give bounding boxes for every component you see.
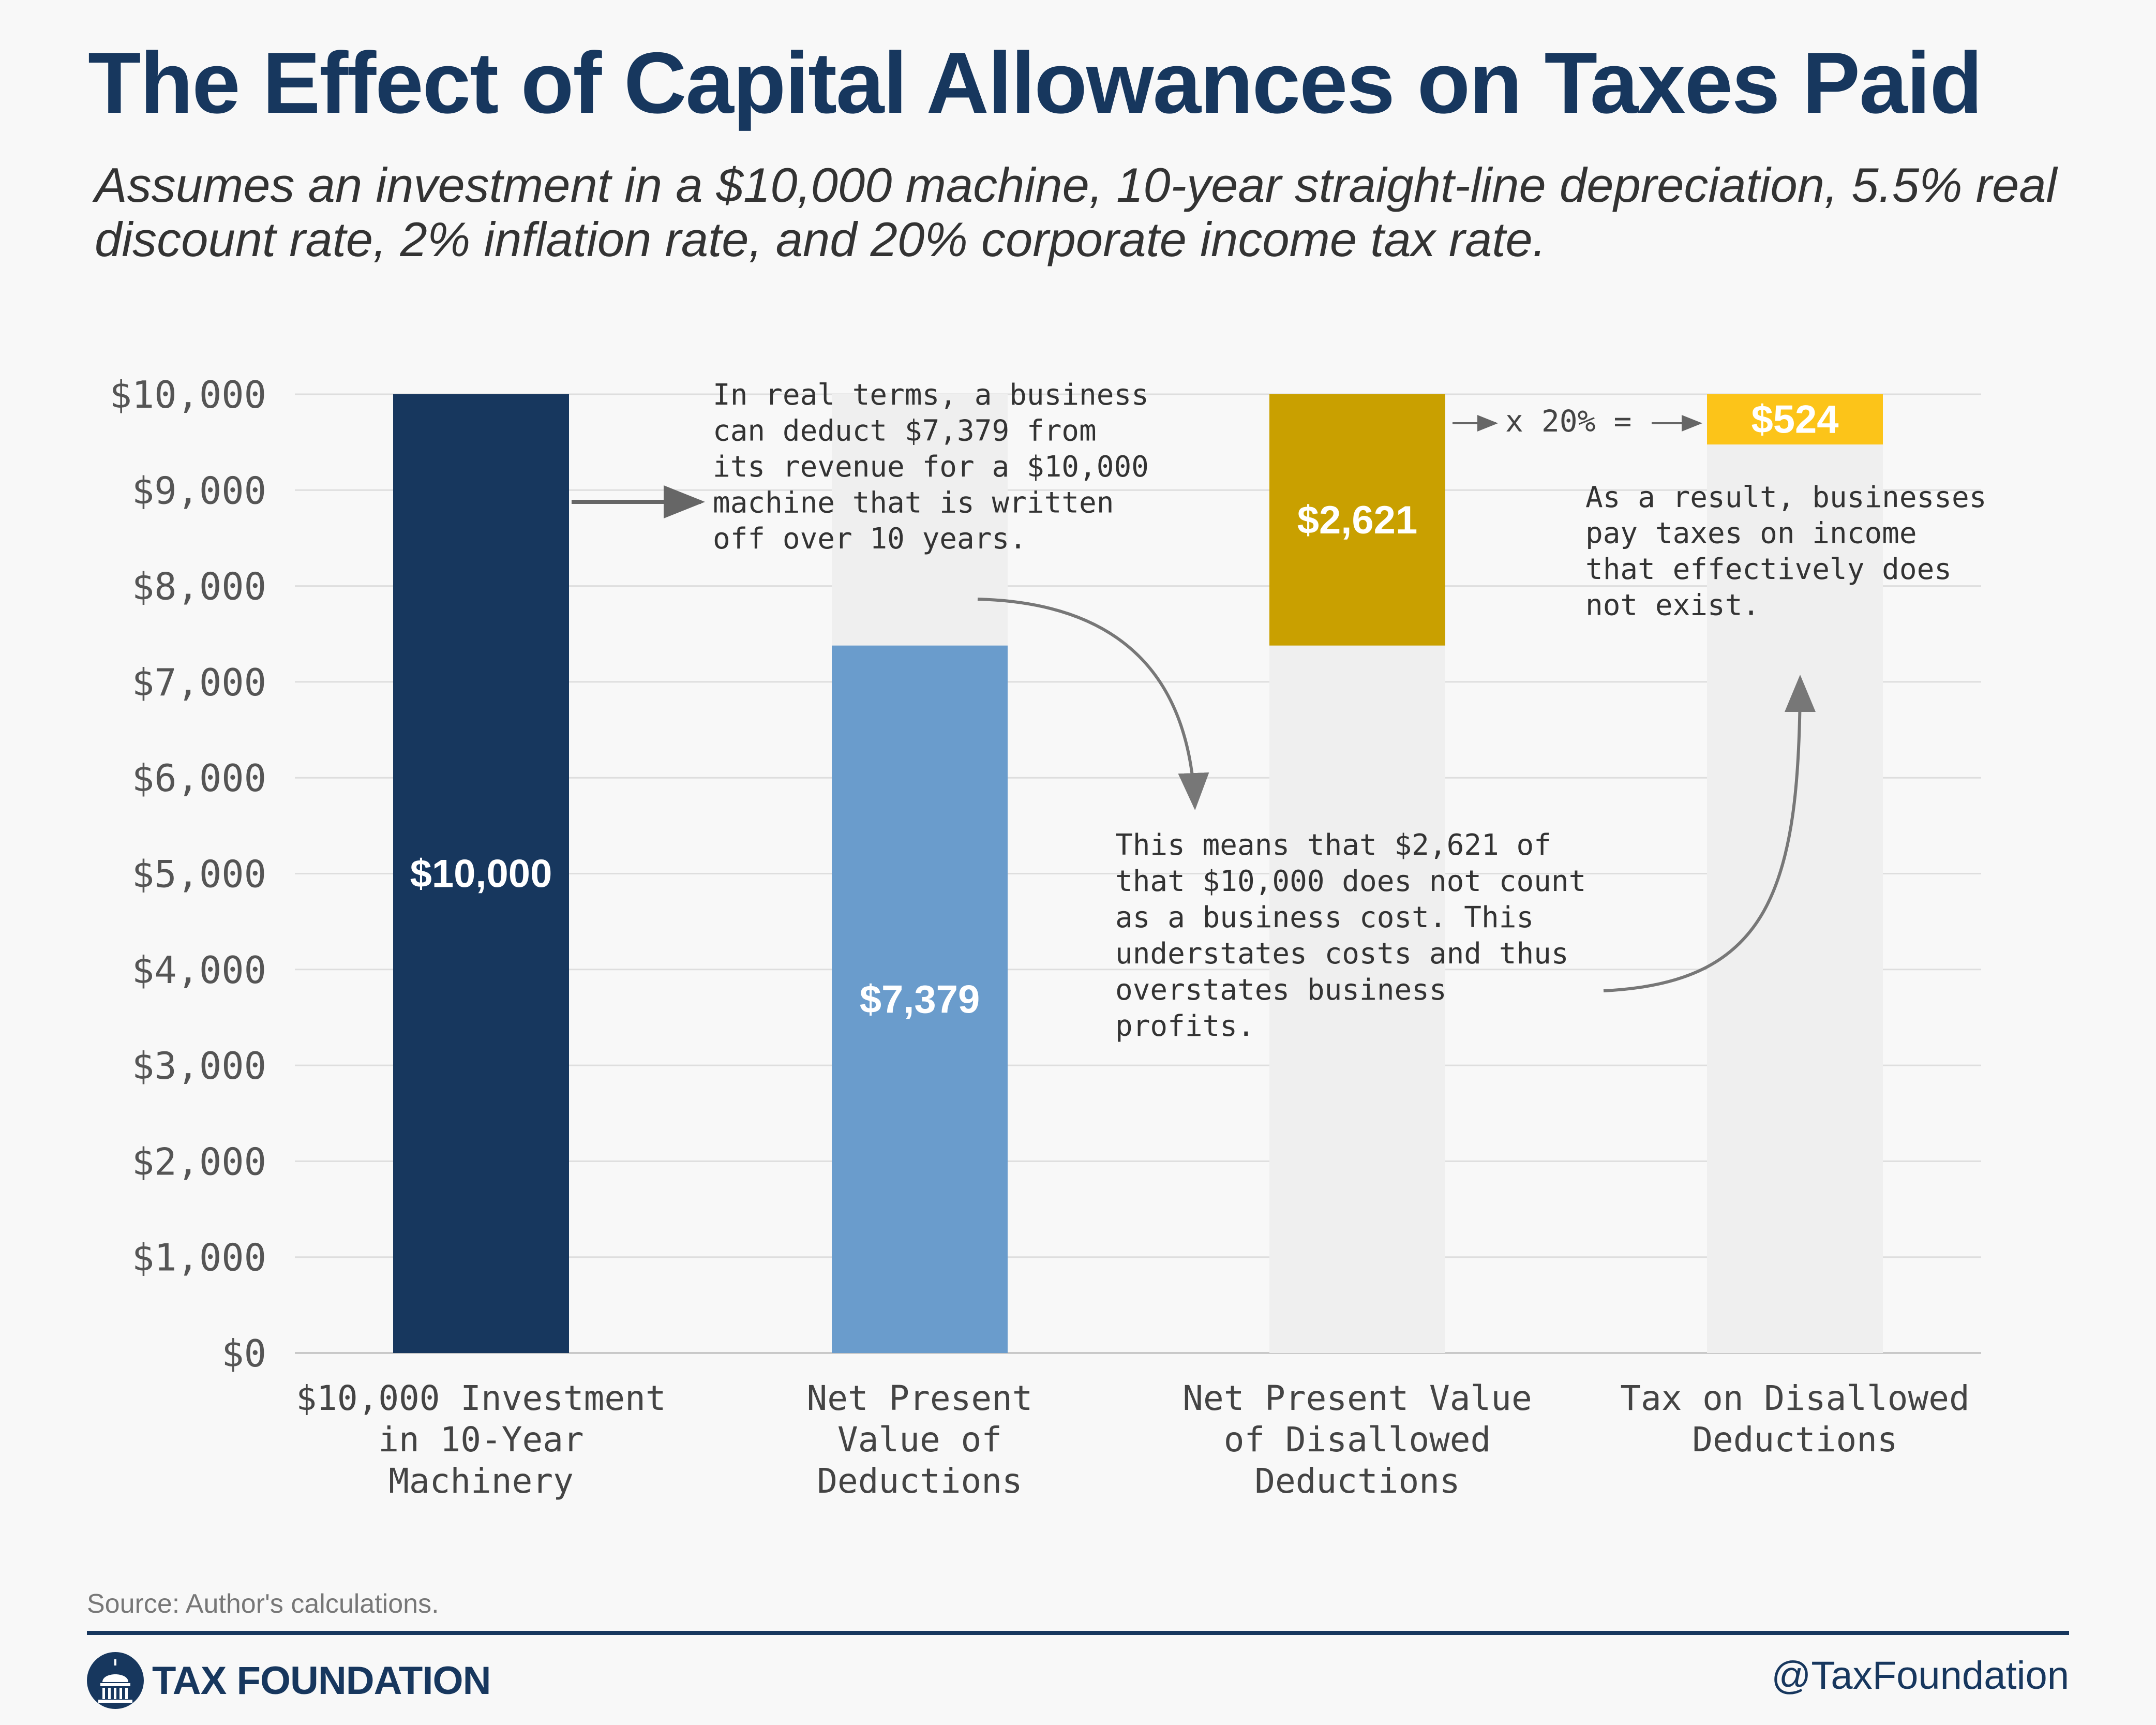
footer-divider	[87, 1631, 2069, 1635]
source-note: Source: Author's calculations.	[87, 1589, 439, 1619]
bar-background	[1707, 394, 1883, 1353]
bar-value-label: $524	[1751, 398, 1838, 442]
bar	[1707, 394, 1883, 445]
category-label: Net Present Value of Deductions	[806, 1378, 1032, 1501]
y-tick-label: $5,000	[132, 853, 266, 896]
arrow-deduction-to-disallowed	[977, 598, 1209, 810]
y-tick-label: $3,000	[132, 1044, 266, 1088]
annotation-deduction: In real terms, a business can deduct $7,3…	[713, 378, 1149, 556]
bar	[832, 645, 1008, 1353]
chart-title: The Effect of Capital Allowances on Taxe…	[88, 34, 1983, 131]
bar-value-label: $10,000	[410, 852, 552, 896]
tax-foundation-logo: TAX FOUNDATION	[87, 1649, 491, 1712]
y-tick-label: $7,000	[132, 661, 266, 704]
y-tick-label: $10,000	[110, 373, 266, 417]
bar-chart: $10,000 $7,379 $2,621 $524 $0 $1,000 $2,000 $3…	[110, 373, 1987, 1501]
capitol-dome-icon	[87, 1652, 144, 1709]
annotation-disallowed: This means that $2,621 of that $10,000 do…	[1115, 828, 1586, 1043]
y-tick-label: $1,000	[132, 1236, 266, 1280]
y-tick-label: $8,000	[132, 565, 266, 608]
twitter-handle[interactable]: @TaxFoundation	[1771, 1654, 2069, 1698]
bar-value-label: $2,621	[1297, 498, 1417, 542]
bar-value-label: $7,379	[860, 977, 980, 1021]
bar	[1269, 394, 1445, 646]
arrow-profits-to-tax	[1603, 675, 1816, 992]
chart-subtitle: Assumes an investment in a $10,000 machi…	[95, 158, 2057, 266]
y-tick-label: $4,000	[132, 948, 266, 992]
category-label: Tax on Disallowed Deductions	[1620, 1378, 1970, 1460]
multiplier-label: x 20% =	[1505, 404, 1631, 439]
y-tick-label: $2,000	[132, 1140, 266, 1183]
annotation-result: As a result, businesses pay taxes on inco…	[1585, 481, 1986, 622]
y-tick-label: $6,000	[132, 756, 266, 800]
bar	[393, 394, 569, 1353]
y-tick-label: $9,000	[132, 469, 266, 512]
y-tick-label: $0	[221, 1332, 266, 1375]
category-label: Net Present Value of Disallowed Deductions	[1182, 1378, 1532, 1501]
category-label: $10,000 Investment in 10-Year Machinery	[296, 1378, 666, 1501]
brand-name: TAX FOUNDATION	[152, 1658, 491, 1703]
